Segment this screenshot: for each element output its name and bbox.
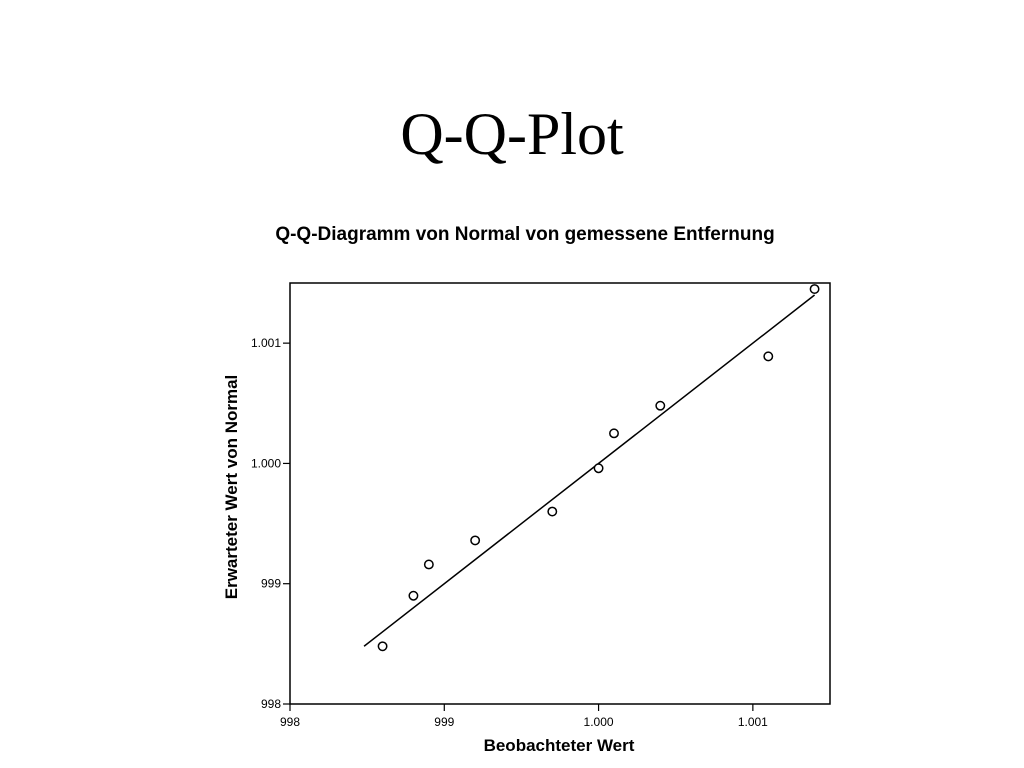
- y-tick-label: 1.001: [251, 336, 281, 350]
- reference-line: [363, 294, 816, 647]
- data-point: [470, 535, 481, 546]
- x-tick-label: 1.000: [584, 715, 614, 729]
- data-point: [763, 351, 774, 362]
- data-point: [547, 506, 558, 517]
- data-point: [408, 590, 419, 601]
- chart-title: Q-Q-Diagramm von Normal von gemessene En…: [275, 224, 774, 245]
- x-axis-label: Beobachteter Wert: [484, 736, 635, 755]
- y-tick-label: 998: [261, 697, 281, 711]
- data-point: [377, 641, 388, 652]
- data-point: [655, 400, 666, 411]
- y-axis-label: Erwarteter Wert von Normal: [222, 375, 241, 600]
- data-point: [809, 284, 820, 294]
- y-tick-label: 999: [261, 577, 281, 591]
- x-tick-label: 1.001: [738, 715, 768, 729]
- plot-frame: [289, 282, 831, 705]
- slide-title: Q-Q-Plot: [400, 101, 624, 167]
- data-point: [423, 559, 434, 570]
- data-point: [609, 428, 619, 439]
- x-tick-label: 998: [280, 715, 300, 729]
- plot-area: 998 999 1.000 1.001 998 999 1.000 1.001: [251, 282, 831, 729]
- x-tick-label: 999: [434, 715, 454, 729]
- y-tick-label: 1.000: [251, 456, 281, 470]
- data-point: [593, 463, 604, 474]
